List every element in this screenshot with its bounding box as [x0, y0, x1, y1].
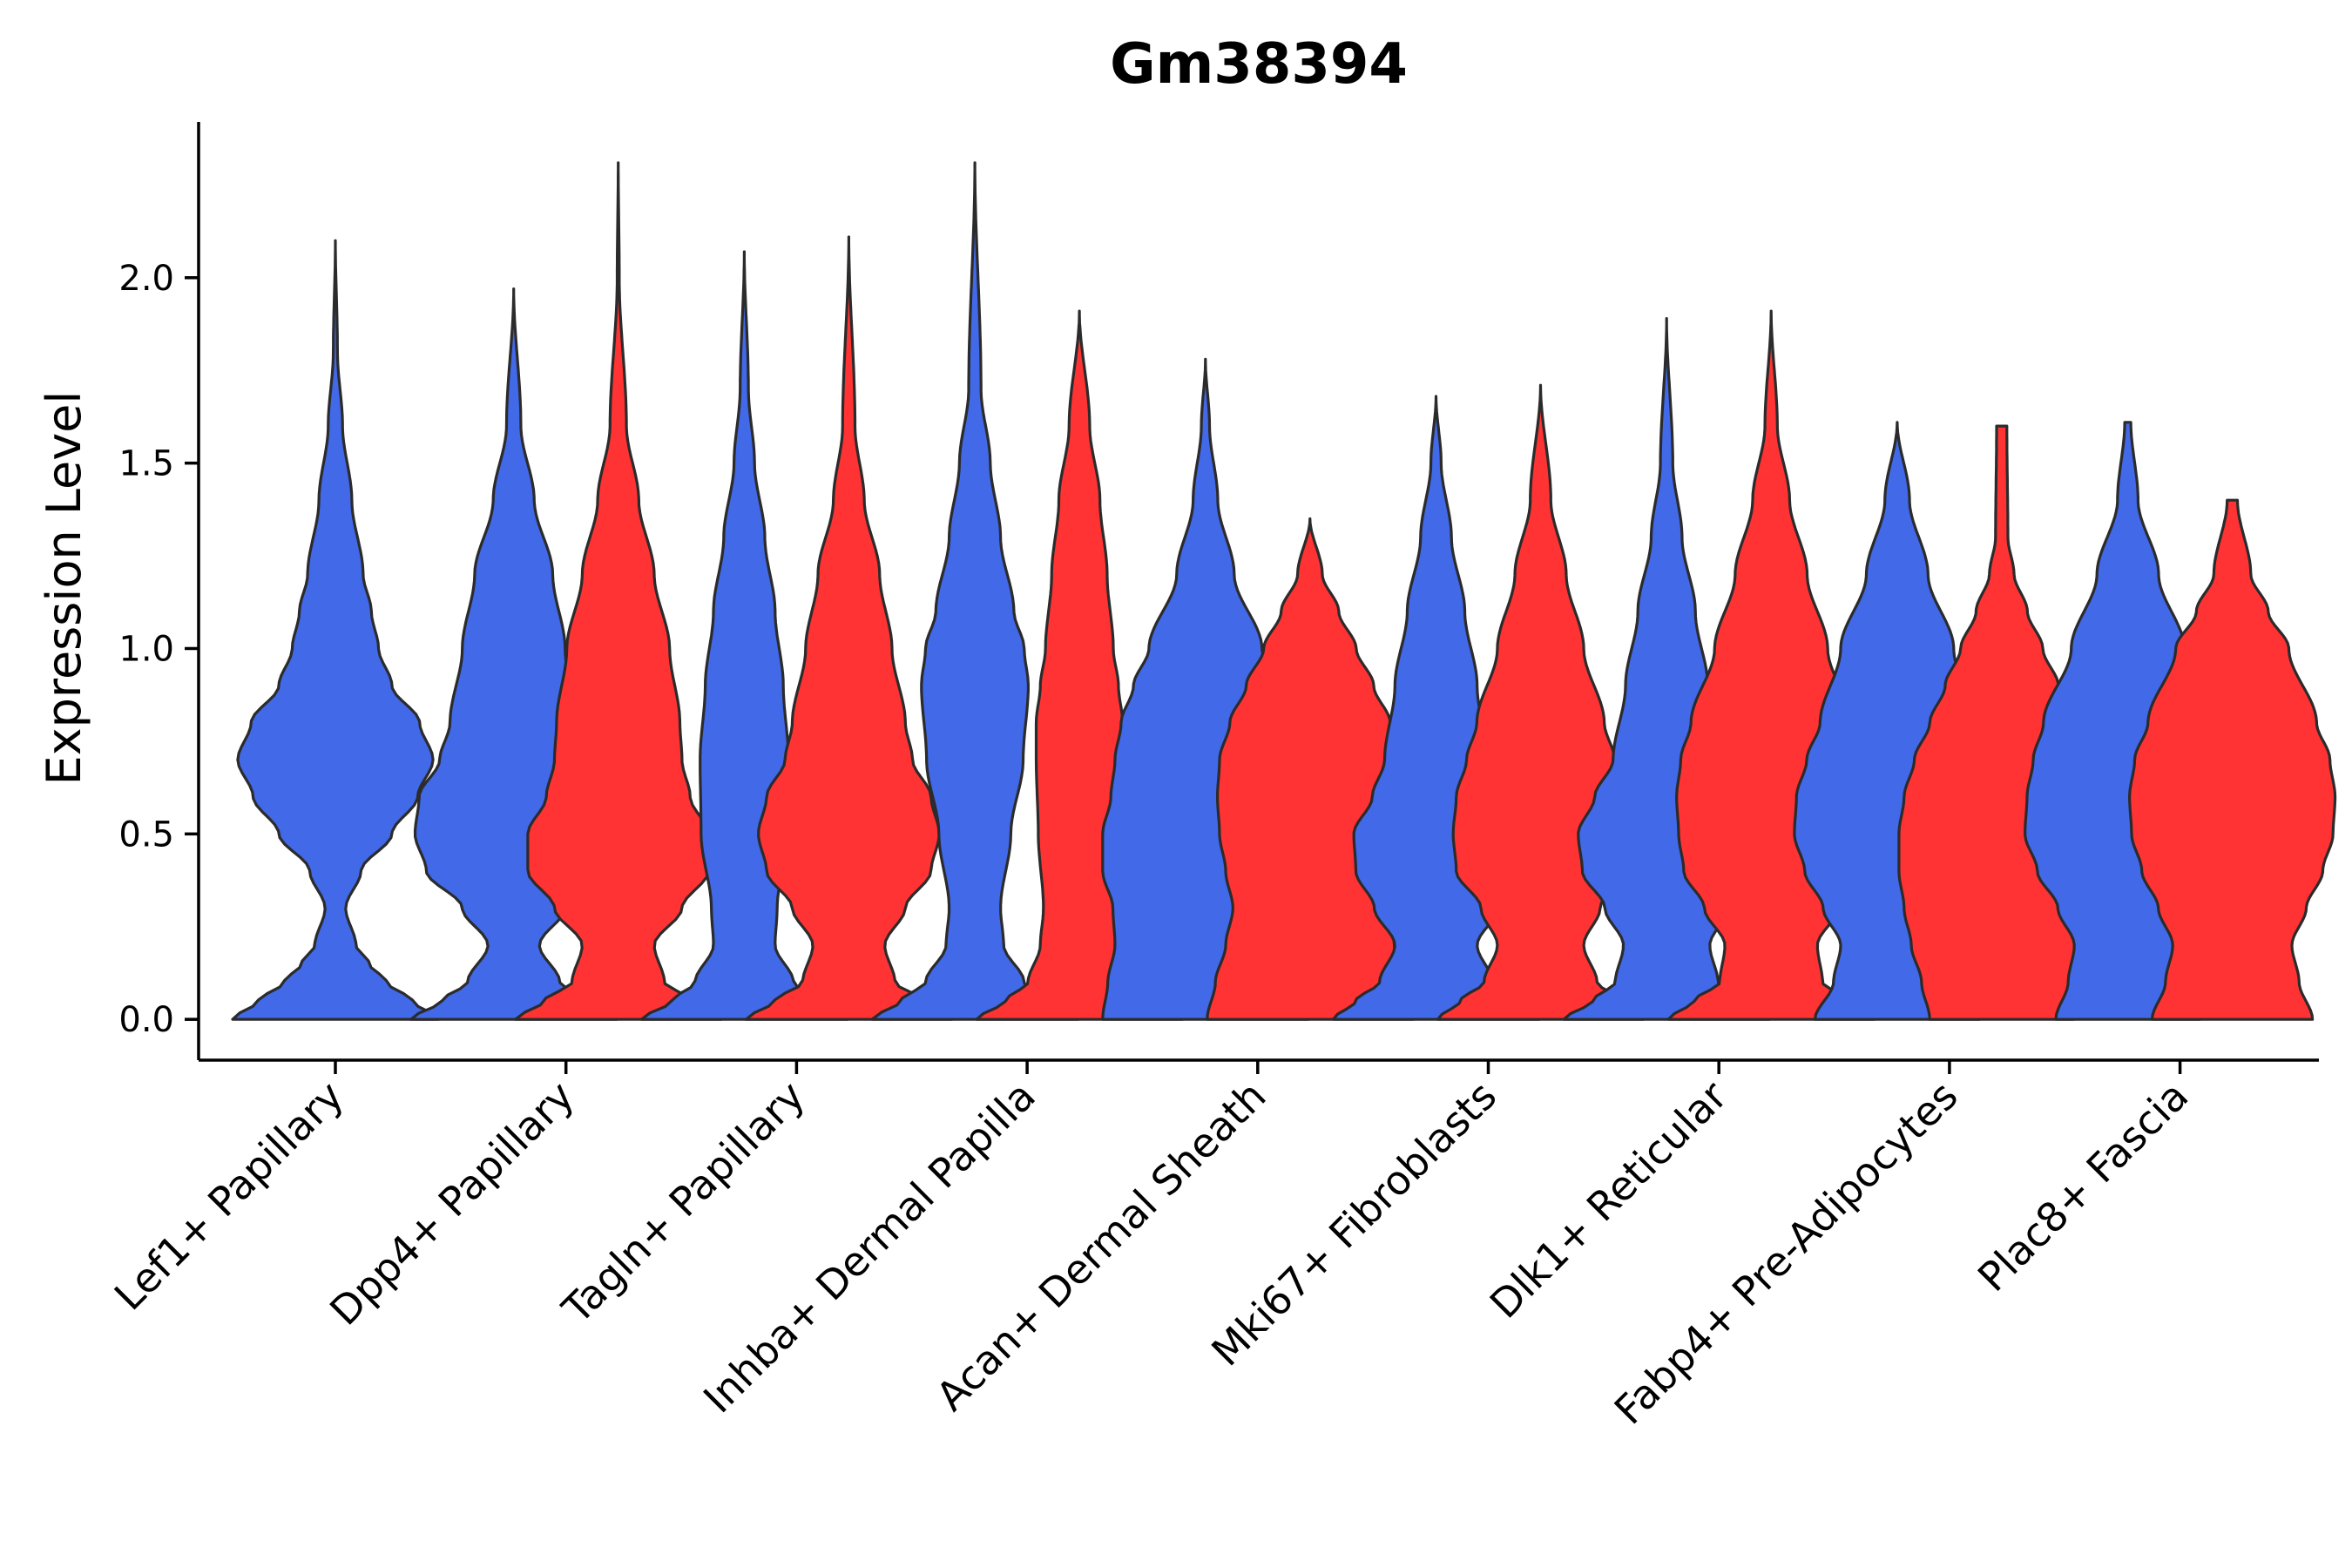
- chart-title: Gm38394: [1110, 32, 1408, 97]
- y-tick-label: 1.5: [118, 444, 174, 484]
- violin-red-1: [514, 161, 723, 1021]
- violin-group: [231, 161, 2337, 1021]
- x-tick-label: Dpp4+ Papillary: [321, 1072, 583, 1335]
- y-tick-label: 2.0: [118, 259, 174, 299]
- y-tick-label: 0.5: [118, 814, 174, 855]
- violin-blue-0: [231, 239, 440, 1021]
- violin-blue-3: [870, 161, 1079, 1021]
- x-tick-label: Dlk1+ Reticular: [1481, 1072, 1736, 1328]
- x-tick-label: Lef1+ Papillary: [105, 1072, 353, 1320]
- y-ticks: 0.0 0.5 1.0 1.5 2.0: [118, 259, 199, 1040]
- y-tick-label: 0.0: [118, 1000, 174, 1040]
- y-axis-label: Expression Level: [37, 391, 91, 786]
- violin-red-8: [2128, 498, 2337, 1021]
- x-tick-label: Plac8+ Fascia: [1969, 1072, 2197, 1301]
- x-tick-label: Tagln+ Papillary: [553, 1072, 814, 1334]
- y-tick-label: 1.0: [118, 629, 174, 669]
- violin-red-2: [744, 235, 953, 1021]
